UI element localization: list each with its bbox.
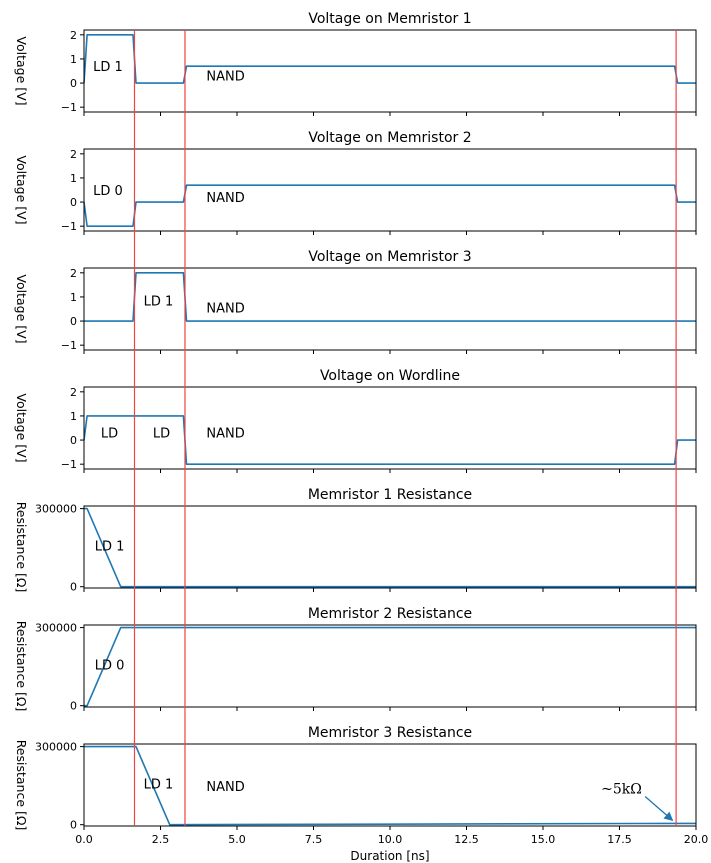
y-axis-label: Voltage [V] — [14, 155, 29, 224]
annotation-label: NAND — [206, 302, 244, 317]
axes-frame — [83, 148, 697, 232]
annotation-label: LD 1 — [144, 777, 174, 792]
y-tick-label: 0 — [70, 77, 77, 90]
panel-title: Voltage on Wordline — [320, 368, 460, 384]
annotation-label: LD — [153, 427, 170, 442]
y-tick-label: 0 — [70, 196, 77, 209]
series-line — [83, 184, 696, 227]
annotation-label: NAND — [206, 70, 244, 85]
panel-2: Voltage on Memristor 2 Voltage [V] −1 0 1 2 LD… — [14, 130, 697, 235]
y-axis-label: Voltage [V] — [14, 393, 29, 462]
series-line — [84, 271, 696, 322]
panel-4: Voltage on Wordline Voltage [V] −1 0 1 2 LD LD N… — [14, 368, 697, 473]
x-tick-label: 15.0 — [531, 833, 556, 846]
y-axis-label: Voltage [V] — [14, 274, 29, 343]
x-tick-label: 0.0 — [75, 833, 93, 846]
y-tick-label: −1 — [61, 220, 77, 233]
axes-frame — [83, 386, 697, 470]
y-tick-label: 0 — [70, 581, 77, 594]
series-line — [84, 626, 696, 707]
annotation-label: ~5kΩ — [601, 781, 642, 797]
y-tick-label: 1 — [70, 410, 77, 423]
axes-frame — [83, 624, 697, 708]
y-tick-label: 2 — [70, 148, 77, 161]
panel-7: Memristor 3 Resistance Resistance [Ω] 0 300… — [14, 725, 708, 846]
y-tick-label: 0 — [70, 700, 77, 713]
series-line — [83, 33, 696, 84]
panel-3: Voltage on Memristor 3 Voltage [V] −1 0 1 2 LD… — [14, 249, 697, 354]
x-tick-label: 7.5 — [305, 833, 323, 846]
x-tick-label: 10.0 — [378, 833, 403, 846]
y-tick-label: 1 — [70, 291, 77, 304]
annotation-label: LD 1 — [93, 60, 123, 75]
annotation-label: NAND — [206, 427, 244, 442]
x-tick-label: 12.5 — [454, 833, 479, 846]
axes-frame — [83, 29, 697, 113]
y-tick-label: 2 — [70, 386, 77, 399]
panel-title: Memristor 2 Resistance — [308, 606, 472, 622]
series-line — [83, 415, 696, 466]
axes-frame — [83, 267, 697, 351]
y-tick-label: 0 — [70, 819, 77, 832]
panel-1: Voltage on Memristor 1 Voltage [V] −1 0 1 2 LD… — [14, 11, 697, 116]
annotation-label: LD 1 — [144, 294, 174, 309]
panel-title: Voltage on Memristor 1 — [308, 11, 471, 27]
y-tick-label: −1 — [61, 339, 77, 352]
annotation-label: LD 1 — [95, 539, 125, 554]
y-tick-label: −1 — [61, 458, 77, 471]
y-tick-label: 300000 — [35, 622, 77, 635]
y-axis-label: Resistance [Ω] — [14, 502, 29, 593]
x-tick-label: 2.5 — [152, 833, 170, 846]
annotation-label: LD — [101, 427, 118, 442]
annotation-arrow — [644, 795, 674, 821]
annotation-label: LD 0 — [93, 184, 123, 199]
panel-5: Memristor 1 Resistance Resistance [Ω] 0 300… — [14, 487, 697, 594]
x-tick-label: 20.0 — [684, 833, 709, 846]
y-tick-label: 1 — [70, 53, 77, 66]
panel-title: Voltage on Memristor 3 — [308, 249, 471, 265]
annotation-label: NAND — [206, 191, 244, 206]
y-axis-label: Resistance [Ω] — [14, 740, 29, 831]
y-tick-label: 300000 — [35, 503, 77, 516]
panel-6: Memristor 2 Resistance Resistance [Ω] 0 300… — [14, 606, 697, 713]
x-tick-label: 17.5 — [607, 833, 632, 846]
y-tick-label: 2 — [70, 267, 77, 280]
annotation-label: NAND — [206, 780, 244, 795]
y-tick-label: 1 — [70, 172, 77, 185]
y-axis-label: Resistance [Ω] — [14, 621, 29, 712]
axes-frame — [83, 505, 697, 589]
axes-frame — [83, 743, 697, 827]
y-tick-label: 0 — [70, 315, 77, 328]
series-line — [84, 745, 696, 826]
x-tick-label: 5.0 — [228, 833, 246, 846]
annotation-label: LD 0 — [95, 658, 125, 673]
y-tick-label: 300000 — [35, 741, 77, 754]
y-tick-label: 2 — [70, 29, 77, 42]
y-axis-label: Voltage [V] — [14, 36, 29, 105]
y-tick-label: −1 — [61, 101, 77, 114]
panel-title: Memristor 1 Resistance — [308, 487, 472, 503]
panel-title: Voltage on Memristor 2 — [308, 130, 471, 146]
y-tick-label: 0 — [70, 434, 77, 447]
panel-title: Memristor 3 Resistance — [308, 725, 472, 741]
series-line — [84, 507, 696, 588]
x-axis-label: Duration [ns] — [350, 849, 429, 863]
